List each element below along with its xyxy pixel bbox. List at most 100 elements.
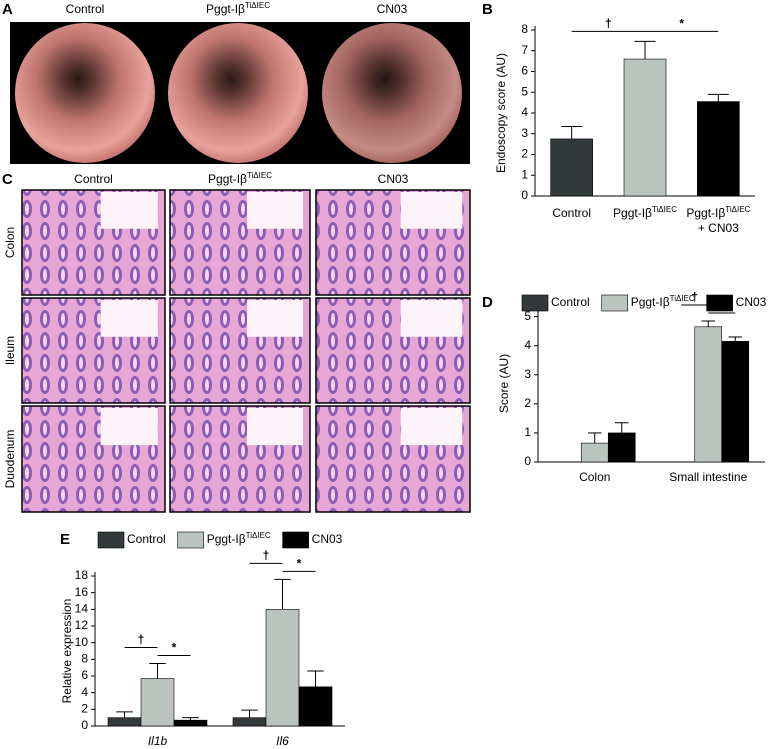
x-tick-label-main: Control xyxy=(552,206,591,220)
y-axis-label: Relative expression xyxy=(60,599,74,704)
image-title: Pggt-IβTiΔIEC xyxy=(208,171,272,187)
x-tick-label: Control xyxy=(552,206,591,220)
legend-label: Pggt-IβTiΔIEC xyxy=(207,531,271,547)
image-title: Pggt-IβTiΔIEC xyxy=(206,1,270,17)
y-tick-label: 4 xyxy=(81,685,88,699)
endoscopy-image xyxy=(168,23,308,163)
legend-label: Pggt-IβTiΔIEC xyxy=(631,294,695,310)
x-tick-label-main: Pggt-Iβ xyxy=(613,206,652,220)
panel-label: B xyxy=(482,1,493,18)
lumen xyxy=(100,192,158,229)
legend-label-sup: TiΔIEC xyxy=(246,531,271,540)
lumen xyxy=(100,300,158,337)
legend-label: CN03 xyxy=(312,532,343,546)
y-axis-label: Score (AU) xyxy=(497,354,511,413)
bar xyxy=(265,609,300,727)
legend-swatch xyxy=(521,294,549,312)
x-tick-label: Small intestine xyxy=(669,470,747,484)
y-axis-label: Endoscopy score (AU) xyxy=(494,53,508,173)
significance-mark: * xyxy=(172,641,177,655)
legend-label-sup: TiΔIEC xyxy=(670,294,695,303)
image-title: Control xyxy=(74,172,113,186)
row-label: Duodenum xyxy=(3,430,17,489)
x-tick-label: Pggt-IβTiΔIEC xyxy=(686,205,750,221)
y-tick-label: 5 xyxy=(521,84,528,98)
legend-swatch xyxy=(601,294,628,312)
image-title-main: CN03 xyxy=(377,2,408,16)
y-tick-label: 6 xyxy=(81,668,88,682)
endoscopy-image xyxy=(322,23,462,163)
bar xyxy=(173,719,208,727)
bar xyxy=(298,686,333,727)
x-tick-label: Il1b xyxy=(148,734,168,748)
bar xyxy=(623,58,667,197)
y-tick-label: 0 xyxy=(521,188,528,202)
y-tick-label: 3 xyxy=(521,126,528,140)
bar xyxy=(580,442,609,463)
y-tick-label: 8 xyxy=(81,652,88,666)
legend-label-main: CN03 xyxy=(312,532,343,546)
bar xyxy=(697,101,740,197)
significance-mark: † xyxy=(138,633,145,647)
y-tick-label: 16 xyxy=(75,585,89,599)
x-tick-label-sup: TiΔIEC xyxy=(652,205,677,214)
y-tick-label: 0 xyxy=(81,718,88,732)
y-tick-label: 5 xyxy=(524,309,531,323)
image-title: CN03 xyxy=(378,172,409,186)
y-tick-label: 7 xyxy=(521,43,528,57)
lumen xyxy=(400,408,463,446)
image-title-main: Pggt-Iβ xyxy=(206,2,245,16)
legend-swatch xyxy=(97,531,125,549)
panel-label: E xyxy=(60,531,70,548)
x-tick-label: Pggt-IβTiΔIEC xyxy=(613,205,677,221)
legend-label-main: Control xyxy=(127,532,166,546)
lumen xyxy=(247,192,303,229)
y-tick-label: 2 xyxy=(81,702,88,716)
lumen xyxy=(400,300,463,337)
legend-swatch xyxy=(177,531,204,549)
y-tick-label: 18 xyxy=(75,568,89,582)
bar xyxy=(140,678,175,727)
y-tick-label: 12 xyxy=(75,618,89,632)
panel-a: A xyxy=(2,1,470,164)
y-tick-label: 1 xyxy=(521,167,528,181)
y-tick-label: 10 xyxy=(75,635,89,649)
lumen xyxy=(247,408,303,446)
panel-label: A xyxy=(2,1,13,18)
legend-label: Control xyxy=(551,295,590,309)
image-title-main: CN03 xyxy=(378,172,409,186)
y-tick-label: 4 xyxy=(524,338,531,352)
x-tick-label-sup: TiΔIEC xyxy=(725,205,750,214)
image-title-main: Control xyxy=(66,2,105,16)
lumen xyxy=(100,408,158,446)
image-title: Control xyxy=(66,2,105,16)
panel-label: D xyxy=(482,294,493,311)
row-label: Colon xyxy=(3,227,17,258)
x-tick-label-main: Pggt-Iβ xyxy=(686,206,725,220)
bar xyxy=(694,326,723,463)
legend-label-main: Control xyxy=(551,295,590,309)
lumen xyxy=(247,300,303,337)
y-tick-label: 6 xyxy=(521,64,528,78)
significance-mark: * xyxy=(297,557,302,571)
significance-mark: † xyxy=(605,17,612,31)
significance-mark: * xyxy=(679,17,684,31)
y-tick-label: 2 xyxy=(524,396,531,410)
y-tick-label: 8 xyxy=(521,22,528,36)
x-tick-label: Colon xyxy=(579,470,610,484)
bar xyxy=(607,432,636,463)
y-tick-label: 14 xyxy=(75,602,89,616)
legend-label-main: Pggt-Iβ xyxy=(207,532,246,546)
x-tick-label: Il6 xyxy=(276,734,289,748)
lumen xyxy=(400,192,463,229)
row-label: Ileum xyxy=(3,336,17,365)
image-title-sup: TiΔIEC xyxy=(245,1,270,10)
image-title-main: Control xyxy=(74,172,113,186)
panel-label: C xyxy=(2,171,13,188)
legend-label-main: CN03 xyxy=(736,295,767,309)
legend-swatch xyxy=(282,531,309,549)
bar xyxy=(550,138,593,197)
bar xyxy=(107,717,142,727)
legend-label-main: Pggt-Iβ xyxy=(631,295,670,309)
